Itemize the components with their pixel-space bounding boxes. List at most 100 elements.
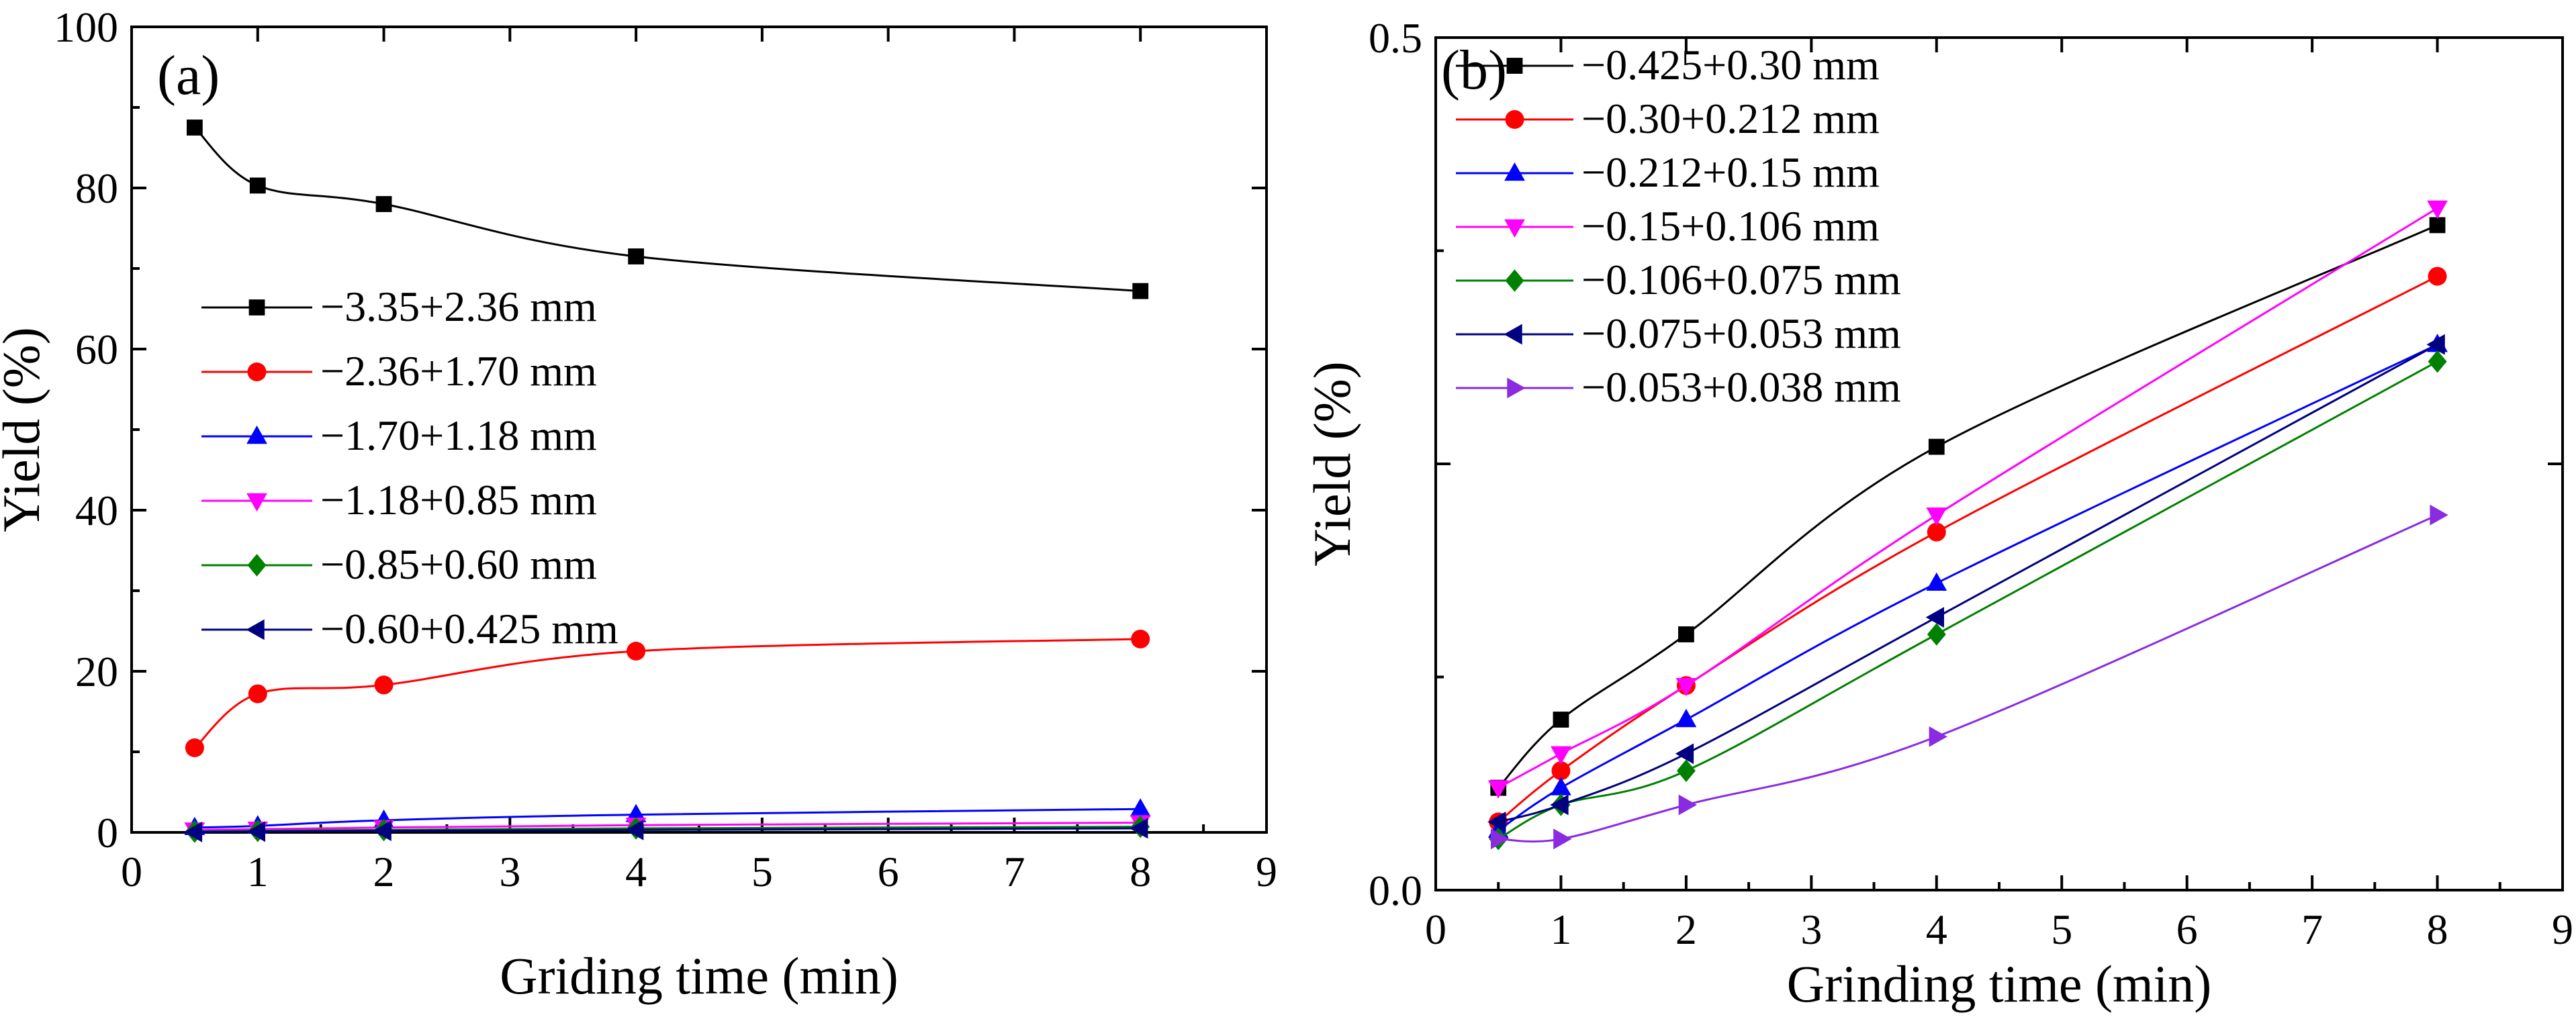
x-tick-label: 7: [2301, 906, 2323, 953]
y-tick-label: 0.5: [1369, 14, 1422, 62]
panel-label: (b): [1441, 39, 1507, 101]
data-point: [1926, 507, 1947, 526]
y-tick-label: 60: [75, 326, 118, 373]
series-line: [193, 126, 1141, 293]
data-point: [1553, 712, 1569, 728]
legend-label: −0.053+0.038 mm: [1581, 363, 1901, 411]
x-axis-label: Griding time (min): [500, 947, 899, 1005]
x-tick-label: 3: [499, 848, 520, 895]
data-point: [248, 684, 267, 703]
data-point: [1928, 438, 1945, 455]
legend-marker: [1504, 324, 1522, 345]
legend-label: −0.85+0.60 mm: [320, 540, 597, 588]
data-point: [1927, 522, 1946, 542]
x-tick-label: 1: [1550, 906, 1571, 953]
x-tick-label: 9: [2552, 906, 2573, 953]
series-line: [1498, 343, 2438, 832]
x-tick-label: 5: [751, 848, 773, 895]
series-3: −0.15+0.106 mm: [1456, 200, 2448, 799]
legend-label: −0.075+0.053 mm: [1581, 309, 1901, 357]
data-point: [185, 738, 204, 757]
y-tick-label: 20: [75, 648, 118, 695]
data-point: [183, 822, 203, 842]
data-point: [1925, 607, 1944, 628]
data-point: [1551, 777, 1571, 795]
series-5: −0.075+0.053 mm: [1456, 309, 2445, 832]
data-point: [1675, 708, 1697, 728]
legend-marker: [248, 299, 265, 316]
legend-marker: [1504, 162, 1525, 181]
data-point: [2430, 504, 2448, 526]
x-tick-label: 3: [1800, 906, 1822, 953]
legend-label: −0.15+0.106 mm: [1581, 202, 1880, 250]
data-point: [1491, 828, 1510, 850]
data-point: [1132, 283, 1149, 299]
data-point: [1926, 572, 1947, 591]
series-3: −1.18+0.85 mm: [184, 476, 1151, 841]
series-5: −0.60+0.425 mm: [183, 605, 1148, 842]
chart-panel-b: 0 1 2 3 4 5 6 7 8 9 0.0 0.5 Grinding time (min) Yield…: [1303, 14, 2573, 1013]
legend-marker: [246, 425, 267, 444]
x-tick-label: 7: [1003, 848, 1025, 895]
data-point: [2428, 350, 2447, 373]
series-4: −0.85+0.60 mm: [185, 540, 1150, 843]
series-2: −1.70+1.18 mm: [184, 411, 1151, 835]
y-axis-label: Yield (%): [0, 327, 50, 532]
legend-label: −0.30+0.212 mm: [1581, 95, 1880, 142]
data-point: [1130, 818, 1148, 839]
legend-marker: [246, 619, 265, 640]
data-point: [1676, 759, 1696, 782]
legend-marker: [1507, 377, 1526, 399]
x-tick-label: 4: [1926, 906, 1947, 953]
data-point: [1677, 626, 1694, 642]
data-point: [1550, 794, 1569, 816]
legend-marker: [247, 554, 267, 577]
y-tick-label: 40: [75, 487, 118, 534]
x-tick-label: 1: [247, 848, 269, 895]
data-point: [1553, 828, 1572, 850]
plot-frame: [130, 26, 1268, 834]
data-point: [628, 248, 645, 264]
data-point: [1551, 761, 1571, 781]
legend-marker: [1504, 219, 1525, 238]
x-tick-label: 0: [1425, 906, 1446, 953]
x-tick-label: 8: [2427, 906, 2448, 953]
data-point: [246, 821, 265, 842]
series-line: [193, 638, 1141, 749]
y-tick-label: 0.0: [1369, 867, 1422, 914]
chart-panel-a: 0 1 2 3 4 5 6 7 8 9 0 20 40 60 80 100 Griding time (min)…: [0, 3, 1277, 1005]
legend-label: −0.212+0.15 mm: [1581, 148, 1880, 196]
x-tick-label: 0: [121, 848, 142, 895]
data-point: [1675, 743, 1694, 765]
series-line: [1498, 343, 2438, 823]
x-tick-label: 2: [1675, 906, 1697, 953]
data-point: [2427, 200, 2448, 220]
series-0: −3.35+2.36 mm: [186, 119, 1149, 330]
data-point: [1678, 794, 1697, 816]
series-1: −0.30+0.212 mm: [1456, 95, 2447, 832]
panel-label: (a): [157, 44, 220, 107]
x-tick-label: 9: [1256, 848, 1277, 895]
legend-label: −3.35+2.36 mm: [320, 283, 597, 330]
y-tick-label: 100: [54, 3, 118, 51]
data-point: [1675, 678, 1697, 697]
legend-marker: [1505, 110, 1524, 129]
data-point: [625, 820, 644, 840]
x-tick-label: 2: [373, 848, 395, 895]
series-2: −0.212+0.15 mm: [1456, 148, 2448, 838]
data-point: [1487, 780, 1509, 799]
legend-label: −0.425+0.30 mm: [1581, 41, 1880, 89]
x-tick-label: 5: [2051, 906, 2072, 953]
data-point: [249, 177, 266, 194]
legend-label: −0.60+0.425 mm: [320, 605, 618, 652]
x-tick-label: 4: [625, 848, 647, 895]
series-6: −0.053+0.038 mm: [1456, 363, 2448, 850]
data-point: [627, 642, 646, 661]
data-point: [373, 820, 392, 841]
data-point: [374, 675, 394, 695]
legend-label: −1.18+0.85 mm: [320, 476, 597, 524]
legend-marker: [246, 493, 267, 512]
data-point: [2426, 334, 2445, 355]
x-tick-label: 8: [1130, 848, 1151, 895]
